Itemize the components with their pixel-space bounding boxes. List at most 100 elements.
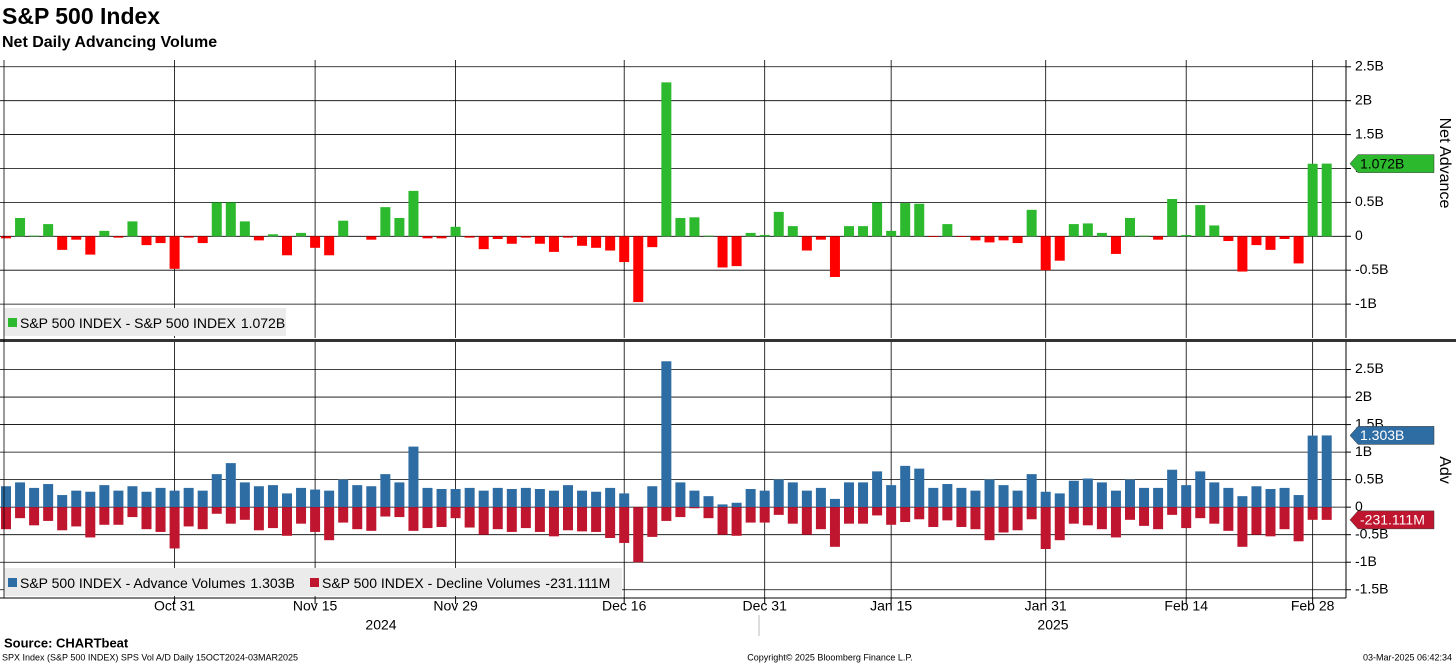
bar xyxy=(71,507,82,527)
bar xyxy=(520,507,531,529)
bar xyxy=(605,236,616,251)
bar xyxy=(1026,209,1037,237)
y-axis-title: Net Advance xyxy=(1436,118,1453,209)
bar xyxy=(745,507,756,523)
bar xyxy=(844,226,854,237)
bar xyxy=(99,230,110,237)
bar xyxy=(759,234,770,237)
bar xyxy=(928,236,939,237)
bar xyxy=(717,507,728,535)
bar xyxy=(703,235,714,237)
bar xyxy=(1040,507,1051,550)
x-tick-label: Dec 16 xyxy=(602,598,647,614)
bar xyxy=(563,236,573,238)
bar xyxy=(1125,507,1135,520)
bar xyxy=(1,507,11,530)
bar xyxy=(1139,487,1150,508)
bar xyxy=(282,236,292,256)
bar xyxy=(956,236,967,237)
bar xyxy=(1012,507,1023,531)
bar xyxy=(450,507,461,519)
bar xyxy=(155,236,166,244)
bar xyxy=(689,217,700,237)
y-tick-label: 2B xyxy=(1355,91,1372,107)
y-tick-label: 1B xyxy=(1355,443,1372,459)
bar xyxy=(689,490,700,508)
bar xyxy=(534,488,545,508)
source: Source: CHARTbeat xyxy=(4,635,129,650)
bar xyxy=(591,507,602,532)
bar xyxy=(661,507,672,521)
bar xyxy=(591,491,602,508)
x-tick-label: Jan 15 xyxy=(870,598,912,614)
bar xyxy=(29,487,40,508)
bar xyxy=(380,207,391,237)
legend-swatch xyxy=(310,578,319,587)
bar xyxy=(1026,507,1037,520)
bar xyxy=(534,236,545,244)
footer-left: SPX Index (S&P 500 INDEX) SPS Vol A/D Da… xyxy=(2,652,298,662)
bar xyxy=(422,487,433,508)
bar xyxy=(1125,479,1135,508)
legend-value: 1.303B xyxy=(250,575,294,591)
bar xyxy=(478,490,489,508)
y-tick-label: -1B xyxy=(1355,295,1377,311)
bar xyxy=(703,507,714,519)
bar xyxy=(183,487,194,508)
bar xyxy=(647,507,658,537)
x-tick-label: Oct 31 xyxy=(154,598,195,614)
legend-name: S&P 500 INDEX - S&P 500 INDEX xyxy=(20,315,236,331)
value-tag xyxy=(1349,154,1435,173)
bar xyxy=(1096,482,1107,508)
bar xyxy=(970,236,981,241)
bar xyxy=(577,507,588,532)
y-tick-label: 2.5B xyxy=(1355,360,1384,376)
bar xyxy=(731,502,742,508)
bar xyxy=(787,482,798,508)
bar xyxy=(942,224,953,237)
bar xyxy=(548,507,559,537)
bar xyxy=(183,507,194,527)
value-tag xyxy=(1349,510,1435,530)
bar xyxy=(914,203,925,237)
bar xyxy=(984,236,995,243)
bar xyxy=(1012,236,1023,244)
bar xyxy=(15,507,26,519)
bar xyxy=(296,232,307,237)
bar xyxy=(1068,507,1079,524)
x-tick-label: Dec 31 xyxy=(743,598,788,614)
bar xyxy=(647,486,658,508)
bar xyxy=(1026,474,1037,508)
bar xyxy=(408,446,419,508)
bar xyxy=(1307,435,1318,508)
bar xyxy=(1251,236,1262,246)
legend-label: S&P 500 INDEX - S&P 500 INDEX 1.072B xyxy=(20,315,285,331)
value-tag-label: -231.111M xyxy=(1360,512,1425,528)
y-tick-label: -1.5B xyxy=(1355,580,1388,596)
bar xyxy=(1321,507,1332,520)
bar xyxy=(464,507,475,528)
bar xyxy=(29,235,40,237)
bar xyxy=(1209,507,1220,524)
y-tick-label: -0.5B xyxy=(1355,261,1388,277)
bar xyxy=(141,507,152,530)
bar xyxy=(169,236,180,269)
bar xyxy=(1237,507,1248,547)
bar xyxy=(1054,236,1065,261)
bar xyxy=(282,493,292,508)
bar xyxy=(872,507,883,516)
bar xyxy=(1054,507,1065,541)
bar xyxy=(815,507,826,530)
bar xyxy=(787,226,798,237)
bar xyxy=(1265,507,1276,537)
bar xyxy=(492,487,503,508)
bar xyxy=(338,507,349,523)
bar xyxy=(661,82,672,237)
bar xyxy=(675,507,686,518)
bar xyxy=(394,507,405,518)
bar xyxy=(380,474,391,508)
bar xyxy=(745,488,756,508)
bar xyxy=(1251,486,1262,508)
bar xyxy=(998,507,1009,533)
